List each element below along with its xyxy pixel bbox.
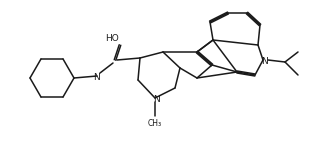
Text: HO: HO: [105, 33, 119, 42]
Text: N: N: [260, 57, 267, 66]
Text: CH₃: CH₃: [148, 119, 162, 128]
Text: N: N: [153, 95, 159, 103]
Text: N: N: [93, 73, 99, 82]
